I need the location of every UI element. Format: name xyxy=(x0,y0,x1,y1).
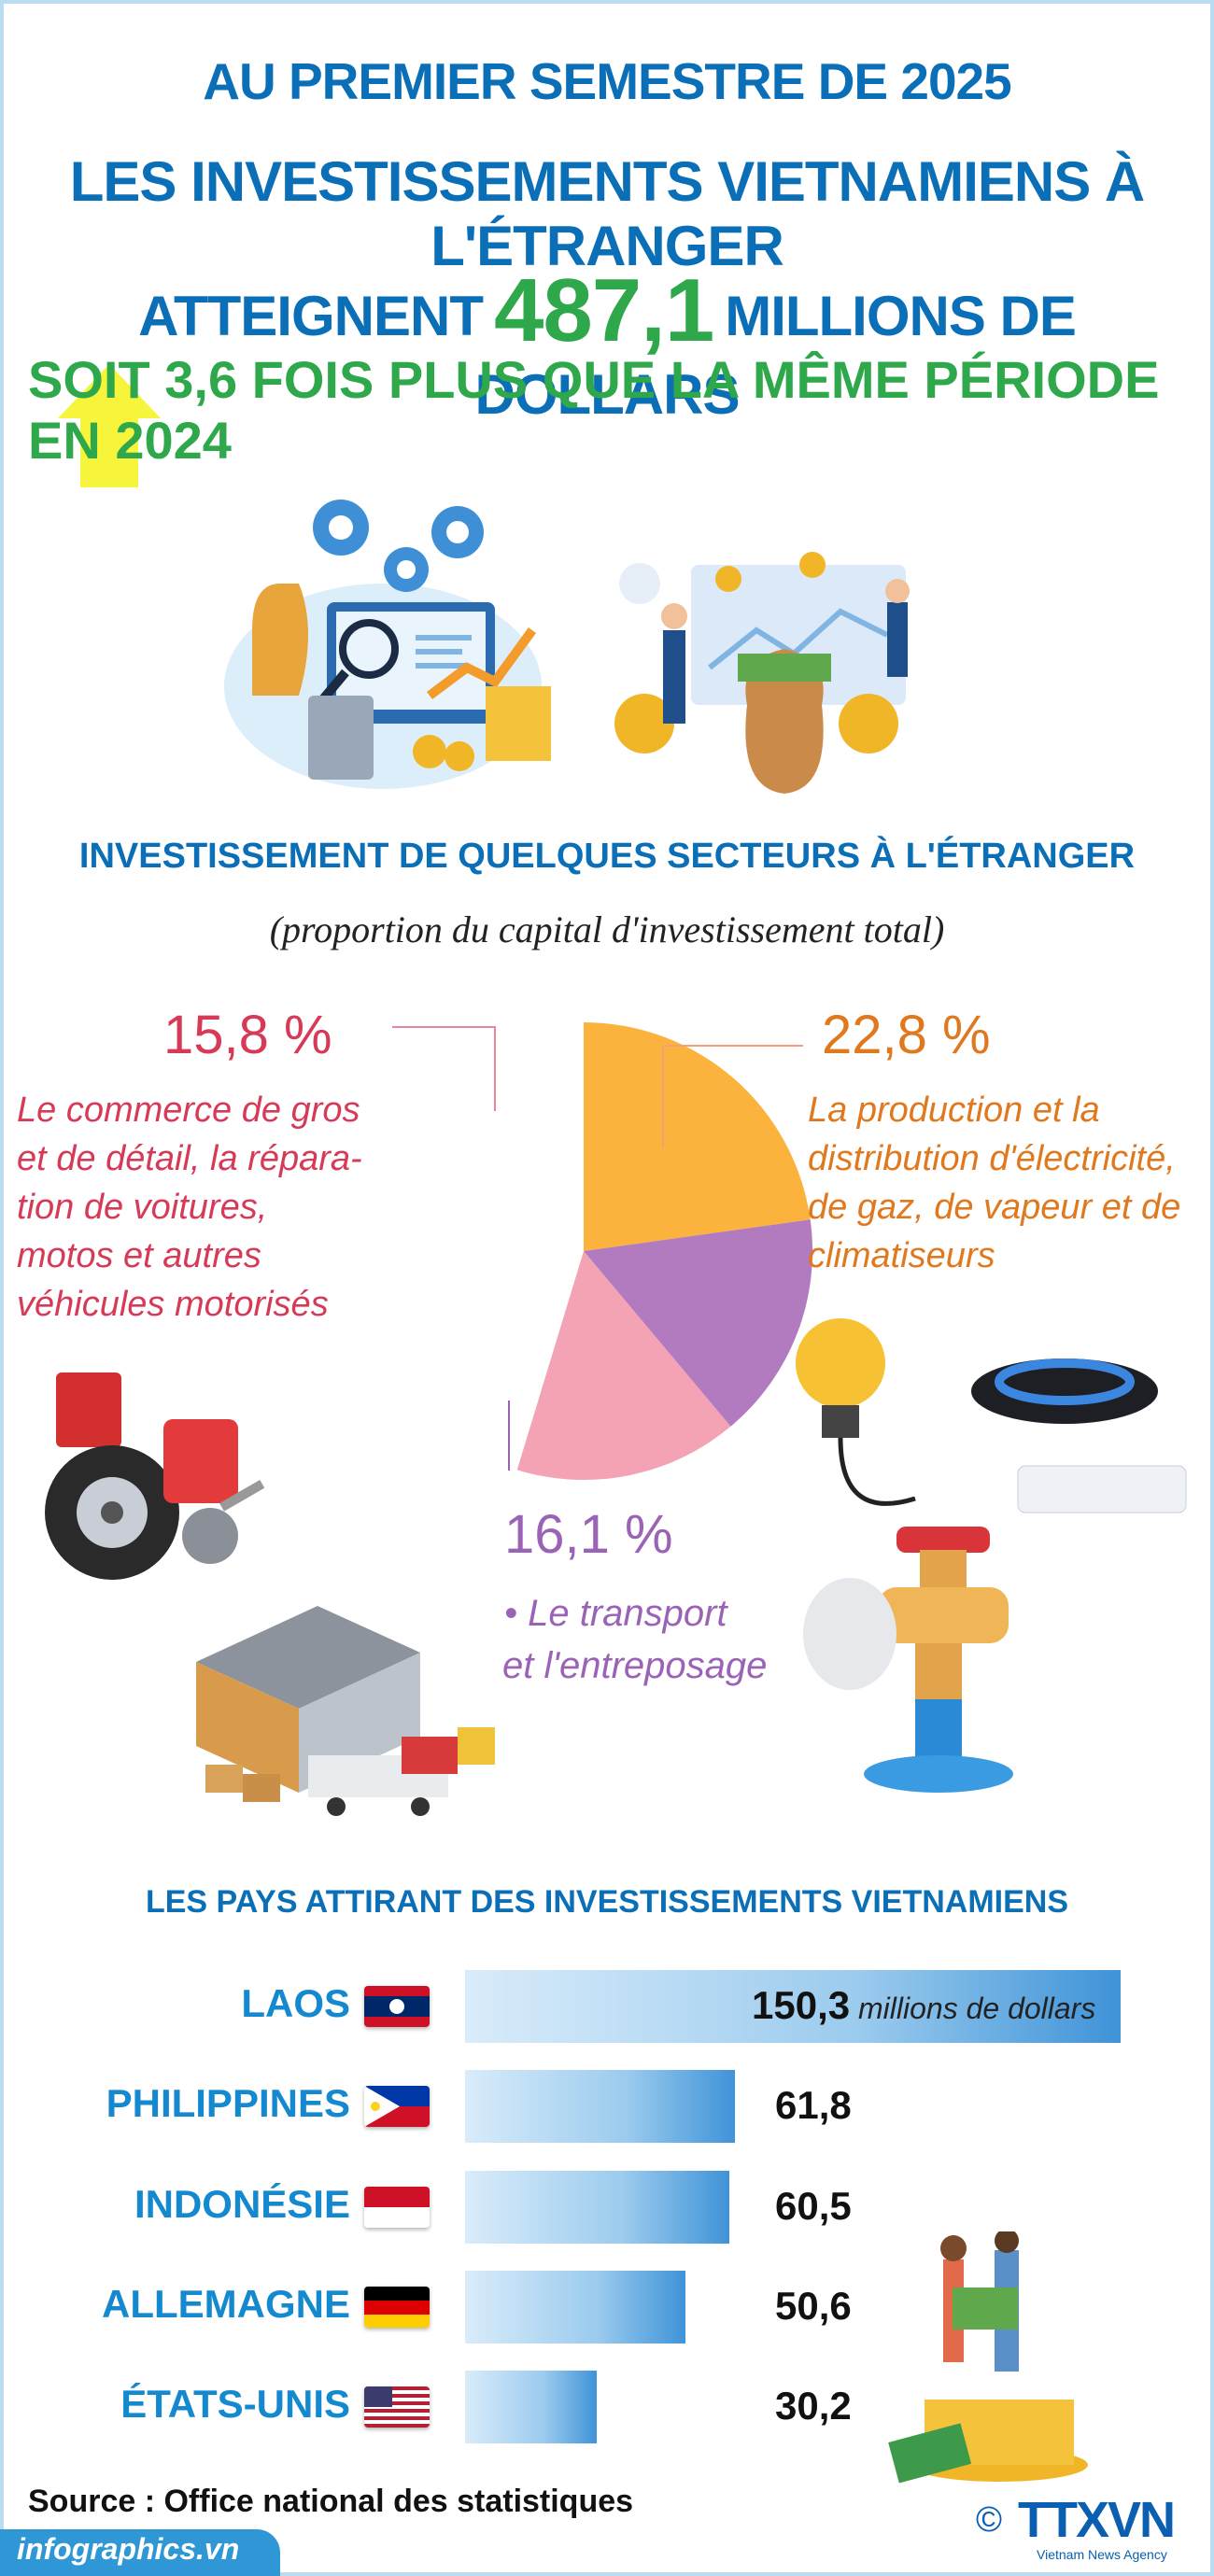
total-investment-value: 487,1 xyxy=(493,260,714,360)
header-suffix: MILLIONS DE DOLLARS xyxy=(474,285,1077,426)
dollar-bag-icon xyxy=(745,649,824,794)
laos-flag-icon xyxy=(364,1986,430,2027)
unit-label: millions de dollars xyxy=(850,1992,1096,2025)
bar-2 xyxy=(465,2171,729,2244)
faucet-icon xyxy=(896,1527,990,1553)
country-label: PHILIPPINES xyxy=(106,2081,350,2125)
source-note: Source : Office national des statistique… xyxy=(28,2484,634,2519)
bar-4 xyxy=(465,2371,597,2443)
header-line4: SOIT 3,6 FOIS PLUS QUE LA MÊME PÉRIODE E… xyxy=(28,350,1160,470)
country-label: LAOS xyxy=(241,1981,350,2025)
growth-arrow-icon xyxy=(427,627,537,699)
sector-pie-chart xyxy=(392,1022,813,1481)
bar-0 xyxy=(465,1970,1121,2043)
copyright-symbol: © xyxy=(976,2500,1002,2540)
header-line1: AU PREMIER SEMESTRE DE 2025 xyxy=(203,52,1011,110)
magnifier-icon xyxy=(339,619,399,679)
gear-icon xyxy=(313,500,484,592)
bar-value-label: 60,5 xyxy=(775,2184,852,2228)
header-line3: ATTEIGNENT 487,1 MILLIONS DE DOLLARS xyxy=(0,260,1214,427)
countries-title: LES PAYS ATTIRANT DES INVESTISSEMENTS VI… xyxy=(145,1884,1069,1920)
germany-flag-icon xyxy=(364,2287,430,2328)
air-conditioner-icon xyxy=(1017,1465,1187,1513)
pct-label-commerce: 15,8 % xyxy=(163,1005,332,1065)
bar-value-label: 150,3 millions de dollars xyxy=(752,1983,1096,2027)
bar-value-label: 61,8 xyxy=(775,2083,852,2127)
pie-slice-commerce xyxy=(516,1251,731,1481)
desc-commerce: Le commerce de gros et de détail, la rép… xyxy=(17,1091,362,1324)
philippines-flag-icon xyxy=(364,2086,430,2127)
pct-label-electricity: 22,8 % xyxy=(822,1005,991,1065)
sectors-subtitle: (proportion du capital d'investissement … xyxy=(269,908,945,950)
gas-stove-icon xyxy=(971,1358,1158,1424)
pie-icon xyxy=(619,563,660,604)
light-bulb-icon xyxy=(796,1318,885,1408)
sectors-title: INVESTISSEMENT DE QUELQUES SECTEURS À L'… xyxy=(78,837,1136,876)
usa-flag-icon xyxy=(364,2386,430,2428)
header-prefix: ATTEIGNENT xyxy=(138,285,484,347)
desc-transport: • Le transport et l'entreposage xyxy=(502,1593,768,1686)
coin-icon xyxy=(614,552,898,753)
businessman-icon xyxy=(663,630,685,724)
utilities-icon xyxy=(796,1318,1187,1793)
country-label: INDONÉSIE xyxy=(134,2182,350,2226)
footer-site[interactable]: infographics.vn xyxy=(17,2532,240,2566)
investment-illustration xyxy=(224,500,910,794)
country-label: ÉTATS-UNIS xyxy=(120,2382,350,2426)
coin-stack-icon xyxy=(413,686,551,771)
desc-electricity: La production et la distribution d'élect… xyxy=(808,1091,1181,1275)
country-label: ALLEMAGNE xyxy=(102,2282,350,2326)
warehouse-truck-icon xyxy=(196,1606,495,1816)
bar-1 xyxy=(465,2070,735,2143)
ttxvn-logo: TTXVN xyxy=(1018,2492,1176,2548)
businesswoman-icon xyxy=(887,602,908,677)
pie-slice-electricity xyxy=(584,1022,811,1251)
bar-3 xyxy=(465,2271,685,2344)
bar-value-label: 30,2 xyxy=(775,2384,852,2428)
header-line2: LES INVESTISSEMENTS VIETNAMIENS À L'ÉTRA… xyxy=(69,150,1146,277)
indonesia-flag-icon xyxy=(364,2187,430,2228)
footer-band xyxy=(0,2529,280,2576)
leader-line-commerce xyxy=(392,1026,496,1111)
up-arrow-icon xyxy=(58,364,161,487)
people-with-money-icon xyxy=(888,2231,1088,2484)
money-bag-icon xyxy=(252,584,308,696)
car-parts-icon xyxy=(45,1372,265,1580)
bar-value-label: 50,6 xyxy=(775,2284,852,2328)
pie-slice-transport xyxy=(584,1219,813,1427)
calculator-icon xyxy=(308,696,374,780)
agency-name: Vietnam News Agency xyxy=(1037,2547,1167,2562)
pct-label-transport: 16,1 % xyxy=(504,1504,673,1565)
